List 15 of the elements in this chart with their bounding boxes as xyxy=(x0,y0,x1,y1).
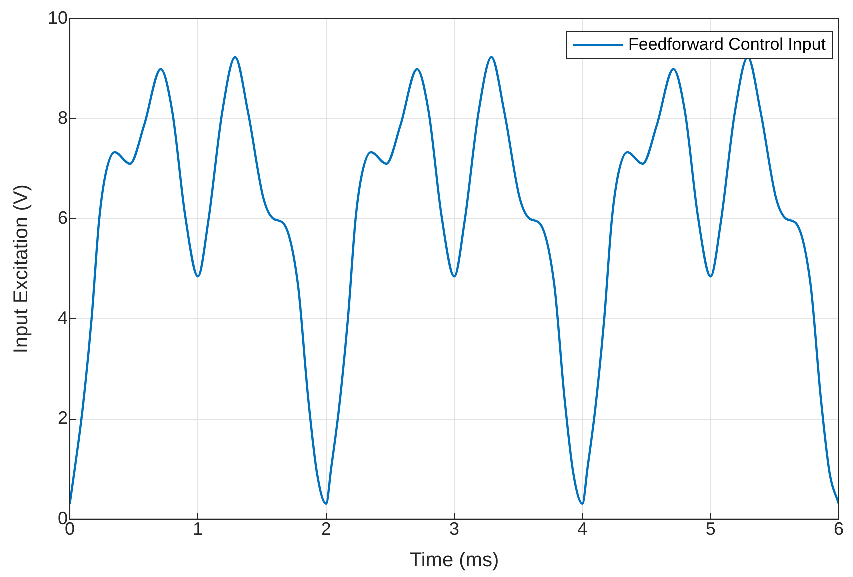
legend-label: Feedforward Control Input xyxy=(628,34,826,55)
x-tick-label: 1 xyxy=(193,519,204,540)
y-tick-label: 8 xyxy=(58,108,68,128)
x-tick-label: 3 xyxy=(450,519,460,540)
x-tick-label: 6 xyxy=(834,519,844,540)
y-axis-title: Input Excitation (V) xyxy=(10,184,33,354)
y-tick-label: 2 xyxy=(58,408,68,428)
line-series xyxy=(70,56,839,505)
x-tick-label: 4 xyxy=(578,519,588,540)
y-tick-label: 10 xyxy=(48,8,68,28)
x-axis-title: Time (ms) xyxy=(410,550,500,572)
y-tick-label: 4 xyxy=(58,308,68,328)
x-tick-label: 2 xyxy=(321,519,332,540)
x-tick-label: 5 xyxy=(706,519,716,540)
y-tick-label: 6 xyxy=(58,208,68,228)
